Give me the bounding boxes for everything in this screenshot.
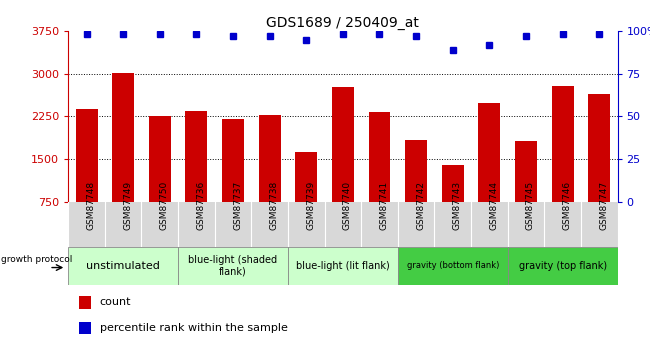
Bar xyxy=(552,86,573,245)
Text: unstimulated: unstimulated xyxy=(86,261,160,270)
Bar xyxy=(442,165,463,245)
Text: percentile rank within the sample: percentile rank within the sample xyxy=(99,323,287,333)
Bar xyxy=(259,115,281,245)
Text: GSM87736: GSM87736 xyxy=(196,181,205,230)
Text: GSM87740: GSM87740 xyxy=(343,181,352,230)
Text: GSM87745: GSM87745 xyxy=(526,181,535,230)
Title: GDS1689 / 250409_at: GDS1689 / 250409_at xyxy=(266,16,419,30)
Bar xyxy=(588,93,610,245)
Text: GSM87746: GSM87746 xyxy=(563,181,571,230)
Bar xyxy=(398,247,508,285)
Bar xyxy=(178,247,288,285)
Bar xyxy=(68,202,618,247)
Bar xyxy=(79,322,91,334)
Text: GSM87743: GSM87743 xyxy=(452,181,462,230)
Bar xyxy=(405,140,427,245)
Bar xyxy=(222,119,244,245)
Text: blue-light (shaded
flank): blue-light (shaded flank) xyxy=(188,255,278,276)
Text: GSM87749: GSM87749 xyxy=(124,181,132,230)
Bar xyxy=(369,112,391,245)
Bar xyxy=(185,111,207,245)
Text: GSM87741: GSM87741 xyxy=(380,181,389,230)
Bar xyxy=(288,247,398,285)
Text: GSM87748: GSM87748 xyxy=(86,181,96,230)
Text: GSM87742: GSM87742 xyxy=(416,181,425,230)
Bar xyxy=(508,247,618,285)
Text: GSM87738: GSM87738 xyxy=(270,181,279,230)
Text: gravity (bottom flank): gravity (bottom flank) xyxy=(406,261,499,270)
Text: count: count xyxy=(99,297,131,307)
Text: gravity (top flank): gravity (top flank) xyxy=(519,261,606,270)
Bar xyxy=(332,87,354,245)
Text: blue-light (lit flank): blue-light (lit flank) xyxy=(296,261,390,270)
Bar xyxy=(515,141,537,245)
Text: GSM87750: GSM87750 xyxy=(160,181,169,230)
Bar xyxy=(79,296,91,309)
Text: GSM87737: GSM87737 xyxy=(233,181,242,230)
Bar xyxy=(75,109,98,245)
Text: GSM87744: GSM87744 xyxy=(489,181,499,230)
Bar xyxy=(149,117,171,245)
Bar xyxy=(68,247,178,285)
Text: growth protocol: growth protocol xyxy=(1,255,73,265)
Text: GSM87747: GSM87747 xyxy=(599,181,608,230)
Text: GSM87739: GSM87739 xyxy=(306,181,315,230)
Bar xyxy=(295,152,317,245)
Bar xyxy=(112,72,134,245)
Bar xyxy=(478,103,500,245)
